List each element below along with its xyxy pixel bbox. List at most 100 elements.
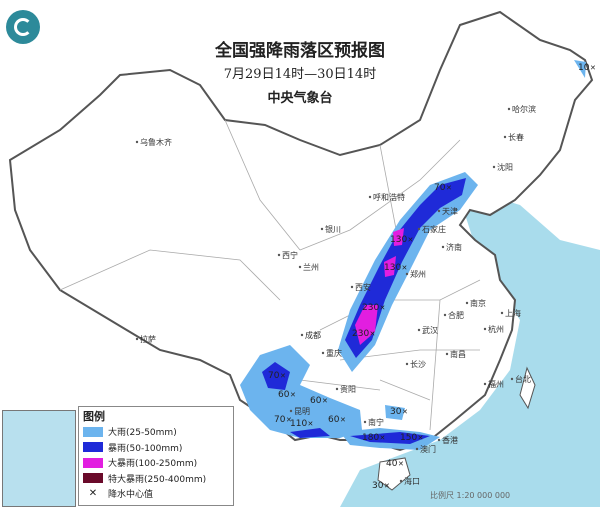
precip-value: 30 — [390, 407, 402, 417]
issuer: 中央气象台 — [267, 91, 333, 106]
sea — [340, 190, 600, 507]
precip-value: 70 — [434, 183, 446, 193]
precip-value: 150 — [400, 433, 417, 443]
city-dot — [415, 447, 419, 451]
city-label: 呼和浩特 — [373, 192, 405, 202]
city-label: 福州 — [488, 380, 504, 389]
city-dot — [437, 438, 441, 442]
swatch-severe-rainstorm — [83, 473, 103, 484]
city-label: 南京 — [470, 298, 486, 308]
city-label: 长春 — [508, 132, 524, 142]
city-dot — [320, 227, 324, 231]
cross-marker-icon: ✕ — [446, 184, 452, 192]
precip-value: 70 — [268, 371, 280, 381]
city-label: 澳门 — [420, 444, 436, 454]
south-china-sea-inset — [2, 410, 76, 507]
city-label: 沈阳 — [497, 162, 513, 172]
city-dot — [507, 107, 511, 111]
map-title: 全国强降雨落区预报图 — [215, 41, 385, 61]
city-label: 成都 — [305, 330, 321, 340]
legend-label: 降水中心值 — [108, 490, 154, 501]
cross-marker-icon: ✕ — [340, 416, 346, 424]
city-label: 石家庄 — [422, 224, 446, 234]
swatch-heavy-rainstorm — [83, 457, 103, 468]
city-dot — [492, 165, 496, 169]
city-dot — [399, 479, 403, 483]
cross-marker-icon: ✕ — [286, 416, 292, 424]
precip-value: 230 — [362, 303, 379, 313]
city-dot — [298, 265, 302, 269]
cross-marker-icon: ✕ — [402, 264, 408, 272]
legend-label: 大雨(25-50mm) — [108, 428, 177, 439]
cross-marker-icon: ✕ — [402, 408, 408, 416]
swatch-rainstorm — [83, 442, 103, 453]
city-dot — [437, 209, 441, 213]
city-label: 海口 — [404, 476, 420, 486]
city-label: 昆明 — [294, 407, 310, 416]
cross-marker-icon: ✕ — [290, 391, 296, 399]
legend: 图例 大雨(25-50mm) 暴雨(50-100mm) 大暴雨(100-250m… — [78, 406, 234, 506]
forecast-period: 7月29日14时—30日14时 — [223, 67, 377, 82]
city-dot — [321, 351, 325, 355]
city-label: 南昌 — [450, 349, 466, 359]
city-dot — [335, 387, 339, 391]
city-label: 武汉 — [422, 325, 438, 335]
legend-label: 大暴雨(100-250mm) — [108, 459, 198, 470]
legend-item: 特大暴雨(250-400mm) — [83, 471, 233, 487]
cross-marker-icon: ✕ — [370, 330, 376, 338]
city-label: 台北 — [515, 374, 531, 384]
city-dot — [500, 311, 504, 315]
city-dot — [483, 327, 487, 331]
city-label: 哈尔滨 — [512, 104, 536, 114]
legend-item: ✕ 降水中心值 — [83, 486, 233, 502]
city-dot — [135, 140, 139, 144]
precip-value: 60 — [328, 415, 340, 425]
china-outline — [8, 10, 594, 452]
map-scale: 比例尺 1:20 000 000 — [430, 491, 511, 500]
cross-marker-icon: ✕ — [308, 420, 314, 428]
precip-value: 60 — [310, 396, 322, 406]
precip-value: 180 — [362, 433, 379, 443]
city-label: 重庆 — [326, 348, 342, 358]
city-label: 长沙 — [410, 359, 426, 369]
city-dot — [277, 253, 281, 257]
precip-value: 60 — [278, 390, 290, 400]
city-label: 南宁 — [368, 417, 384, 427]
city-label: 乌鲁木齐 — [140, 137, 172, 147]
city-dot — [483, 382, 487, 386]
precip-value: 10 — [578, 63, 590, 73]
city-dot — [417, 227, 421, 231]
city-label: 兰州 — [303, 262, 319, 272]
city-dot — [350, 285, 354, 289]
legend-item: 大雨(25-50mm) — [83, 424, 233, 440]
cross-marker-icon: ✕ — [590, 64, 596, 72]
city-dot — [443, 313, 447, 317]
cma-logo — [6, 10, 40, 44]
city-dot — [445, 352, 449, 356]
cross-marker-icon: ✕ — [380, 304, 386, 312]
city-label: 西宁 — [282, 250, 298, 260]
cross-marker-icon: ✕ — [322, 397, 328, 405]
legend-label: 暴雨(50-100mm) — [108, 443, 183, 454]
city-label: 拉萨 — [140, 334, 156, 344]
cross-marker-icon: ✕ — [408, 236, 414, 244]
precip-value: 130 — [384, 263, 401, 273]
city-label: 天津 — [442, 206, 458, 216]
city-label: 西安 — [355, 282, 371, 292]
precip-value: 70 — [274, 415, 286, 425]
legend-label: 特大暴雨(250-400mm) — [108, 474, 207, 485]
hainan — [377, 457, 411, 491]
cross-marker-icon: ✕ — [398, 460, 404, 468]
precip-value: 230 — [352, 329, 369, 339]
legend-item: 大暴雨(100-250mm) — [83, 455, 233, 471]
heavy-rainstorm-area — [355, 228, 404, 345]
precip-value: 30 — [372, 481, 384, 491]
city-label: 上海 — [505, 308, 521, 318]
cross-marker-icon: ✕ — [380, 434, 386, 442]
city-label: 贵阳 — [340, 384, 356, 394]
city-label: 杭州 — [488, 324, 504, 334]
city-label: 郑州 — [410, 269, 426, 279]
city-dot — [363, 420, 367, 424]
city-dot — [289, 409, 293, 413]
